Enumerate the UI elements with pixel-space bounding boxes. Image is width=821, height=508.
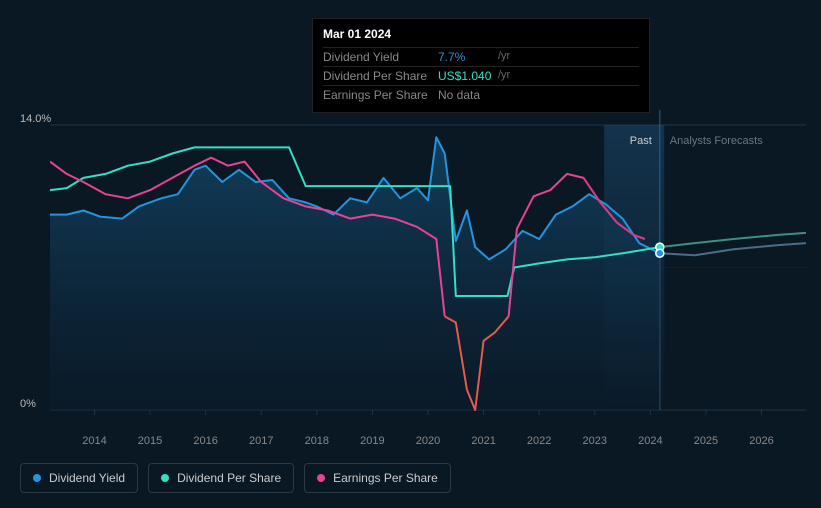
legend-label: Dividend Yield (49, 471, 125, 485)
tooltip-suffix: /yr (498, 50, 510, 64)
tooltip-value: No data (438, 88, 480, 102)
legend-item[interactable]: Earnings Per Share (304, 463, 451, 493)
y-axis-label: 14.0% (20, 113, 51, 125)
tooltip-value: US$1.040 (438, 69, 491, 83)
legend-label: Earnings Per Share (333, 471, 438, 485)
x-axis-label: 2016 (193, 435, 217, 447)
tooltip-label: Dividend Per Share (323, 69, 438, 83)
legend-item[interactable]: Dividend Yield (20, 463, 138, 493)
x-axis-label: 2025 (694, 435, 718, 447)
chart-svg (50, 110, 806, 420)
x-axis-label: 2019 (360, 435, 384, 447)
tooltip-row: Earnings Per ShareNo data (323, 85, 639, 104)
legend-dot-icon (33, 474, 41, 482)
x-axis-label: 2023 (583, 435, 607, 447)
legend-dot-icon (161, 474, 169, 482)
x-axis-label: 2018 (305, 435, 329, 447)
region-label-forecast: Analysts Forecasts (670, 135, 763, 147)
x-axis-label: 2024 (638, 435, 662, 447)
x-axis-label: 2014 (82, 435, 106, 447)
legend-dot-icon (317, 474, 325, 482)
hover-tooltip: Mar 01 2024 Dividend Yield7.7% /yrDivide… (312, 18, 650, 113)
tooltip-label: Earnings Per Share (323, 88, 438, 102)
x-axis-label: 2017 (249, 435, 273, 447)
tooltip-label: Dividend Yield (323, 50, 438, 64)
legend-item[interactable]: Dividend Per Share (148, 463, 294, 493)
chart-legend: Dividend Yield Dividend Per Share Earnings… (20, 463, 451, 493)
tooltip-row: Dividend Per ShareUS$1.040 /yr (323, 66, 639, 85)
x-axis-label: 2021 (471, 435, 495, 447)
region-label-past: Past (630, 135, 652, 147)
tooltip-value: 7.7% (438, 50, 465, 64)
tooltip-suffix: /yr (498, 69, 510, 83)
tooltip-date: Mar 01 2024 (323, 27, 639, 41)
x-axis-label: 2026 (749, 435, 773, 447)
y-axis-label: 0% (20, 398, 36, 410)
x-axis-label: 2015 (138, 435, 162, 447)
tooltip-row: Dividend Yield7.7% /yr (323, 47, 639, 66)
chart-area[interactable] (20, 110, 806, 430)
x-axis-label: 2022 (527, 435, 551, 447)
x-axis-label: 2020 (416, 435, 440, 447)
legend-label: Dividend Per Share (177, 471, 281, 485)
